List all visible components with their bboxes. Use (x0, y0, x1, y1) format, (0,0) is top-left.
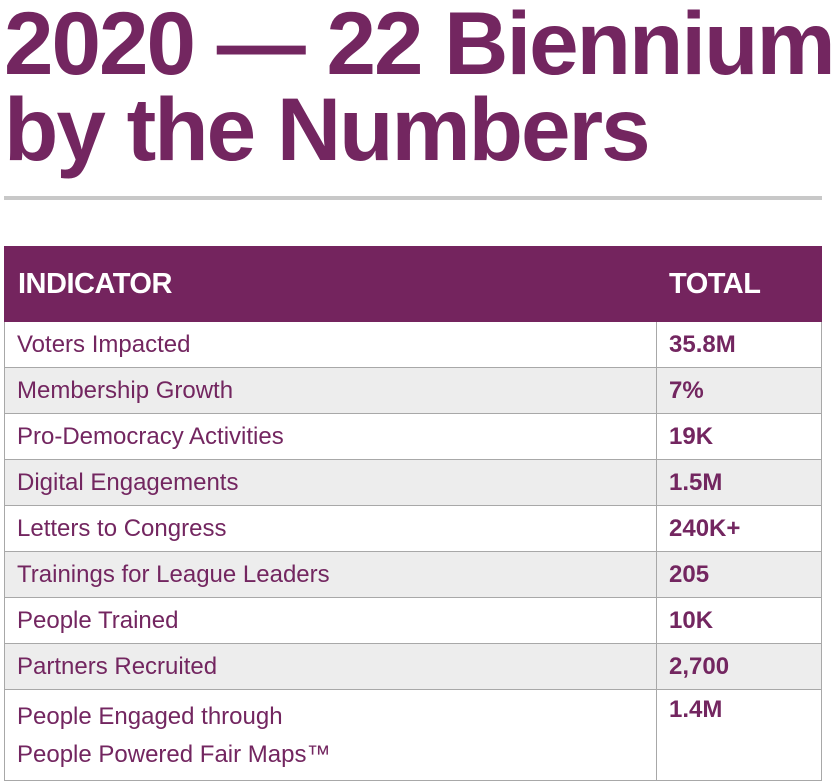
biennium-table: INDICATOR TOTAL Voters Impacted 35.8M Me… (4, 246, 822, 781)
title-line-2: by the Numbers (4, 79, 651, 179)
row-total: 10K (656, 597, 822, 644)
table-row: Letters to Congress 240K+ (4, 505, 822, 552)
row-indicator: Digital Engagements (4, 459, 657, 506)
table-header-row: INDICATOR TOTAL (4, 246, 822, 322)
row-indicator: Membership Growth (4, 367, 657, 414)
row-indicator: Voters Impacted (4, 321, 657, 368)
header-total: TOTAL (656, 246, 822, 322)
row-total: 35.8M (656, 321, 822, 368)
row-indicator: People Engaged through People Powered Fa… (4, 689, 657, 781)
table-row: Digital Engagements 1.5M (4, 459, 822, 506)
table-row: Membership Growth 7% (4, 367, 822, 414)
row-total: 240K+ (656, 505, 822, 552)
row-total: 2,700 (656, 643, 822, 690)
table-row: Voters Impacted 35.8M (4, 321, 822, 368)
title-line-1: 2020 — 22 Biennium (4, 0, 832, 93)
table-row: People Engaged through People Powered Fa… (4, 689, 822, 781)
title-divider (4, 196, 822, 200)
row-total: 19K (656, 413, 822, 460)
row-indicator: Pro-Democracy Activities (4, 413, 657, 460)
table-row: People Trained 10K (4, 597, 822, 644)
row-total: 205 (656, 551, 822, 598)
table-row: Pro-Democracy Activities 19K (4, 413, 822, 460)
page-title: 2020 — 22 Biennium by the Numbers (4, 0, 832, 179)
row-indicator: People Trained (4, 597, 657, 644)
row-indicator: Trainings for League Leaders (4, 551, 657, 598)
table-row: Trainings for League Leaders 205 (4, 551, 822, 598)
row-indicator: Letters to Congress (4, 505, 657, 552)
row-total: 1.4M (656, 689, 822, 781)
row-indicator: Partners Recruited (4, 643, 657, 690)
row-indicator-line-1: People Engaged through (17, 703, 283, 730)
table-row: Partners Recruited 2,700 (4, 643, 822, 690)
row-indicator-line-2: People Powered Fair Maps™ (17, 741, 331, 768)
row-total: 7% (656, 367, 822, 414)
header-indicator: INDICATOR (4, 246, 657, 322)
row-total: 1.5M (656, 459, 822, 506)
